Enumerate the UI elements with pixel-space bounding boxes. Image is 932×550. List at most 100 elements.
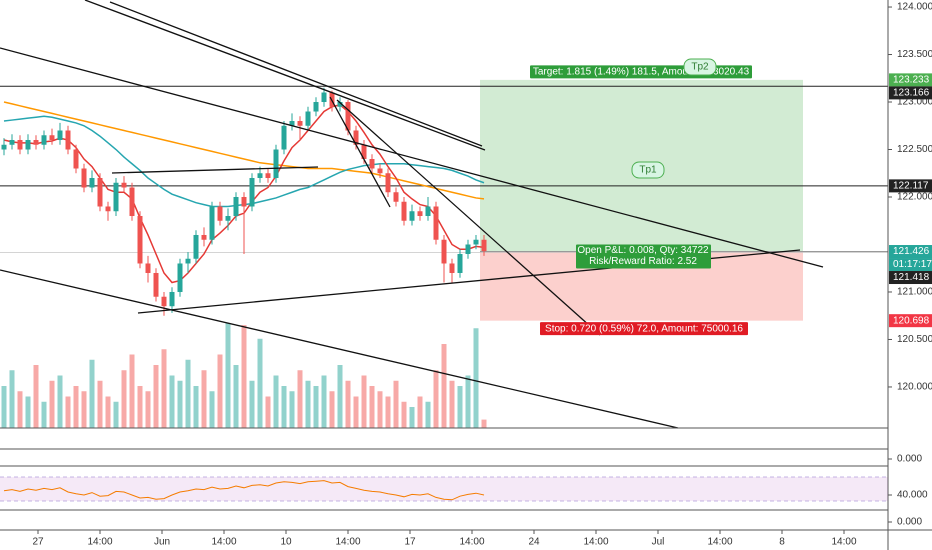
volume-bar (409, 407, 415, 428)
volume-bar (449, 380, 455, 428)
volume-bar (169, 375, 175, 428)
candle-body (297, 121, 303, 126)
candle-body (33, 140, 39, 145)
candle-body (25, 140, 31, 150)
candle-body (273, 149, 279, 179)
volume-bar (41, 401, 47, 428)
volume-bar (353, 396, 359, 428)
volume-bar (193, 386, 199, 428)
axis-price-label (889, 73, 932, 87)
volume-bar (161, 349, 167, 428)
candle-body (233, 196, 239, 216)
trend-line (0, 269, 679, 429)
stop-label: Stop: 0.720 (0.59%) 72.0, Amount: 75000.… (545, 323, 743, 334)
candle-body (193, 234, 199, 259)
candle-body (41, 135, 47, 145)
volume-bar (401, 401, 407, 428)
candle-body (217, 206, 223, 221)
volume-bar (321, 375, 327, 428)
volume-bar (33, 365, 39, 428)
y-tick-label: 122.500 (897, 144, 932, 155)
candle-body (385, 173, 391, 193)
volume-bar (73, 386, 79, 428)
candle-body (449, 263, 455, 273)
volume-bar (257, 338, 263, 428)
candle-body (457, 253, 463, 273)
candle-body (361, 144, 367, 160)
axis-price-label-text: 123.166 (893, 88, 930, 99)
volume-bar (1, 386, 7, 428)
stop-label-box (540, 322, 748, 336)
candle-body (417, 211, 423, 216)
axis-price-label-text: 121.418 (893, 272, 930, 283)
candle-body (249, 178, 255, 207)
candle-body (425, 206, 431, 216)
y-tick-label: 120.000 (897, 382, 932, 393)
candle-body (337, 102, 343, 107)
candle-body (257, 173, 263, 179)
pnl-box (576, 244, 711, 269)
candle-body (321, 92, 327, 103)
volume-bar (137, 386, 143, 428)
trend-line (84, 0, 486, 151)
volume-bar (57, 375, 63, 428)
pane-tick-label: 0.000 (897, 454, 922, 465)
volume-bar (177, 380, 183, 428)
axis-price-label (889, 179, 932, 193)
x-tick-label: Jun (154, 537, 170, 548)
candle-body (313, 102, 319, 112)
candle-body (481, 239, 487, 252)
candle-body (1, 144, 7, 150)
axis-price-label-text: 01:17:17 (893, 259, 932, 270)
candle-body (305, 111, 311, 126)
candle-body (473, 239, 479, 245)
candle-body (81, 168, 87, 188)
volume-bar (297, 370, 303, 428)
volume-bar (329, 391, 335, 428)
candle-body (465, 244, 471, 254)
y-tick-label: 123.500 (897, 49, 932, 60)
volume-bar (25, 396, 31, 428)
volume-bar (145, 391, 151, 428)
note-text: Tp2 (691, 62, 709, 73)
volume-bar (457, 386, 463, 428)
volume-bar (153, 365, 159, 428)
rr-label: Risk/Reward Ratio: 2.52 (589, 256, 697, 267)
candle-body (281, 125, 287, 150)
axis-price-label (889, 245, 932, 259)
candle-body (17, 140, 23, 150)
candle-body (369, 159, 375, 169)
volume-bar (345, 380, 351, 428)
volume-bar (441, 344, 447, 428)
rsi-line (3, 480, 485, 501)
x-tick-label: 8 (779, 537, 785, 548)
candle-body (433, 206, 439, 240)
trend-line (336, 99, 601, 336)
volume-bar (121, 370, 127, 428)
volume-bar (105, 396, 111, 428)
x-tick-label: 14:00 (87, 537, 112, 548)
volume-bar (369, 386, 375, 428)
candle-body (9, 140, 15, 145)
candle-body (185, 258, 191, 264)
trend-line (329, 96, 391, 208)
axis-price-label-text: 120.698 (893, 315, 930, 326)
candle-body (377, 168, 383, 174)
volume-bar (433, 370, 439, 428)
candle-body (113, 182, 119, 212)
trend-line (111, 166, 319, 174)
volume-bar (417, 396, 423, 428)
volume-bar (81, 391, 87, 428)
volume-bar (225, 323, 231, 428)
candle-body (393, 192, 399, 202)
x-tick-label: 14:00 (459, 537, 484, 548)
target-label: Target: 1.815 (1.49%) 181.5, Amount: 153… (533, 67, 750, 78)
volume-bar (289, 391, 295, 428)
pnl-label: Open P&L: 0.008, Qty: 34722 (577, 245, 709, 256)
volume-bar (273, 375, 279, 428)
volume-bar (313, 386, 319, 428)
candle-body (145, 263, 151, 273)
axis-price-label (889, 271, 932, 285)
volume-bar (265, 396, 271, 428)
axis-price-label (889, 258, 932, 272)
